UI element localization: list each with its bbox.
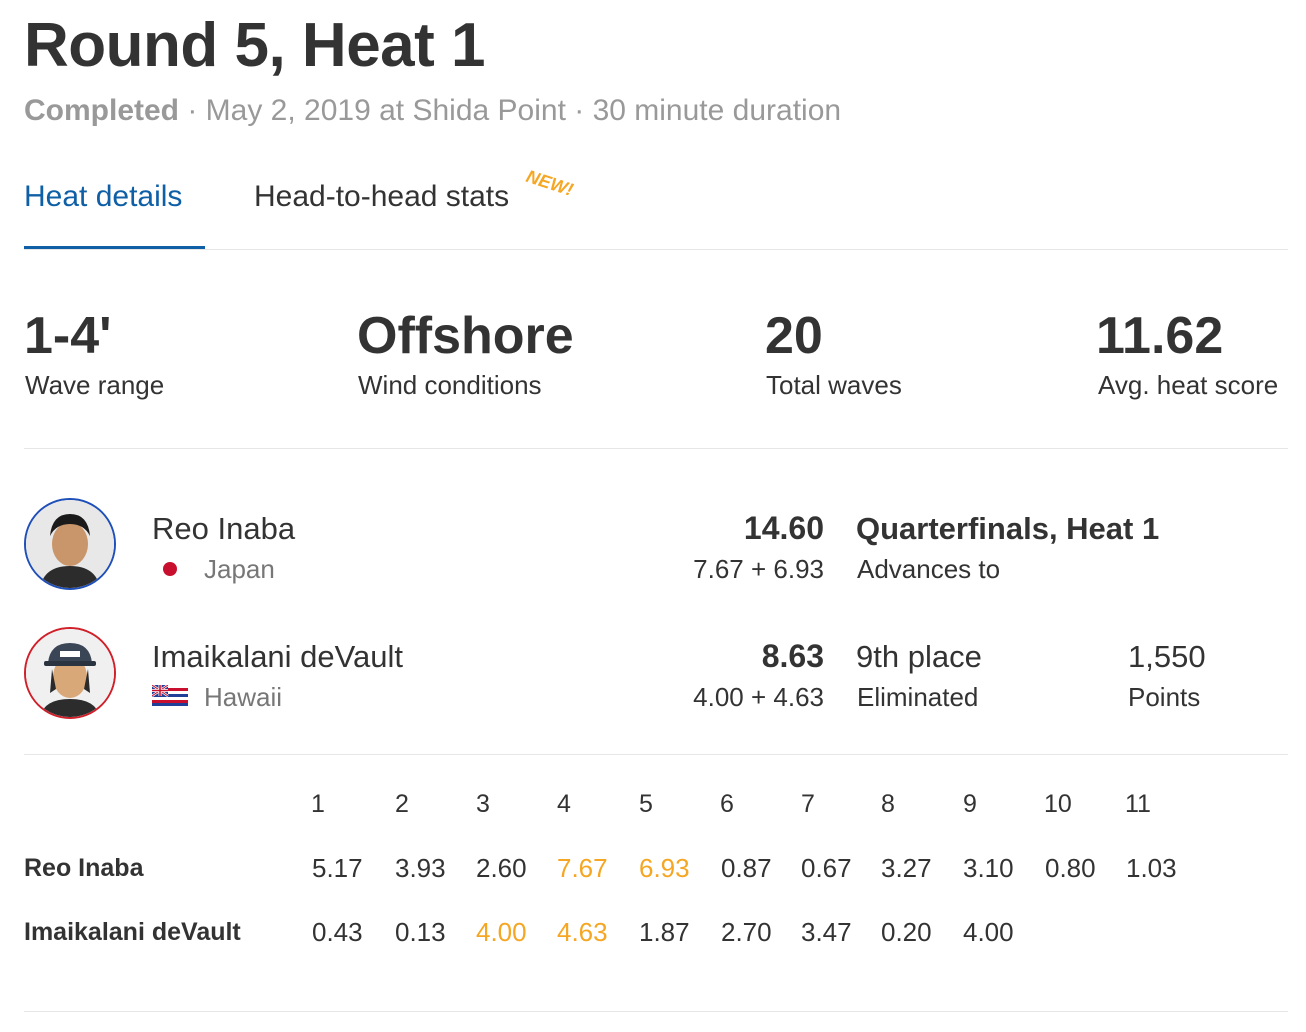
table-bottom-divider bbox=[24, 1011, 1288, 1012]
stat-total-waves-value: 20 bbox=[765, 307, 823, 365]
heat-subtitle: Completed · May 2, 2019 at Shida Point ·… bbox=[24, 94, 841, 128]
tabs-divider bbox=[24, 249, 1288, 250]
surfer-points-imaikalani-devault: 1,550 bbox=[1128, 639, 1206, 674]
stat-wave-range-value: 1-4' bbox=[24, 307, 112, 365]
surfer-name-reo-inaba[interactable]: Reo Inaba bbox=[152, 511, 296, 546]
wave-number-header: 9 bbox=[963, 790, 977, 818]
wave-score[interactable]: 3.10 bbox=[963, 853, 1014, 883]
surfer-breakdown-imaikalani-devault: 4.00 + 4.63 bbox=[693, 682, 824, 712]
wave-score[interactable]: 0.87 bbox=[721, 853, 772, 883]
surfer-result-reo-inaba[interactable]: Quarterfinals, Heat 1 bbox=[856, 511, 1160, 546]
wave-score[interactable]: 1.03 bbox=[1126, 853, 1177, 883]
avatar-imaikalani-devault[interactable] bbox=[24, 627, 116, 719]
wave-number-header: 6 bbox=[720, 790, 734, 818]
wave-score[interactable]: 2.70 bbox=[721, 917, 772, 947]
wave-score[interactable]: 0.43 bbox=[312, 917, 363, 947]
wave-number-header: 3 bbox=[476, 790, 490, 818]
avatar-reo-inaba[interactable] bbox=[24, 498, 116, 590]
tab-head-to-head-stats[interactable]: Head-to-head stats bbox=[254, 180, 510, 213]
surfer-points-label-imaikalani-devault: Points bbox=[1128, 682, 1201, 712]
heat-details: · May 2, 2019 at Shida Point · 30 minute… bbox=[179, 94, 842, 127]
heat-status: Completed bbox=[24, 94, 180, 127]
wave-number-header: 11 bbox=[1125, 790, 1151, 818]
wave-score[interactable]: 3.93 bbox=[395, 853, 446, 883]
wave-score[interactable]: 1.87 bbox=[639, 917, 690, 947]
surfer-total-reo-inaba: 14.60 bbox=[743, 510, 824, 546]
surfer-result-label-imaikalani-devault: Eliminated bbox=[857, 682, 979, 712]
wave-number-header: 4 bbox=[557, 790, 571, 818]
japan-flag-icon bbox=[163, 562, 177, 576]
surfer-name-imaikalani-devault[interactable]: Imaikalani deVault bbox=[152, 639, 404, 674]
wave-score[interactable]: 0.20 bbox=[881, 917, 932, 947]
stat-total-waves-label: Total waves bbox=[766, 370, 902, 400]
surfer-total-imaikalani-devault: 8.63 bbox=[761, 638, 824, 674]
tab-heat-details[interactable]: Heat details bbox=[24, 180, 183, 213]
wave-score[interactable]: 0.67 bbox=[801, 853, 852, 883]
wave-number-header: 8 bbox=[881, 790, 895, 818]
stat-avg-score-label: Avg. heat score bbox=[1098, 370, 1279, 400]
wave-number-header: 7 bbox=[801, 790, 815, 818]
stat-wind-label: Wind conditions bbox=[358, 370, 542, 400]
surfer-result-imaikalani-devault: 9th place bbox=[856, 639, 982, 674]
wave-row-label-reo-inaba: Reo Inaba bbox=[24, 854, 144, 882]
stat-wave-range-label: Wave range bbox=[25, 370, 165, 400]
wave-score-counted[interactable]: 4.63 bbox=[557, 917, 608, 947]
wave-score-counted[interactable]: 4.00 bbox=[476, 917, 527, 947]
wave-score[interactable]: 3.47 bbox=[801, 917, 852, 947]
wave-score[interactable]: 3.27 bbox=[881, 853, 932, 883]
wave-score[interactable]: 2.60 bbox=[476, 853, 527, 883]
wave-row-label-imaikalani-devault: Imaikalani deVault bbox=[24, 918, 241, 946]
wave-score[interactable]: 0.13 bbox=[395, 917, 446, 947]
surfers-divider bbox=[24, 754, 1288, 755]
wave-score[interactable]: 0.80 bbox=[1045, 853, 1096, 883]
stat-wind-value: Offshore bbox=[357, 307, 574, 365]
wave-number-header: 2 bbox=[395, 790, 409, 818]
active-tab-indicator bbox=[24, 246, 205, 249]
surfer-breakdown-reo-inaba: 7.67 + 6.93 bbox=[693, 554, 824, 584]
wave-score[interactable]: 4.00 bbox=[963, 917, 1014, 947]
surfer-country-imaikalani-devault: Hawaii bbox=[204, 682, 283, 712]
heat-title: Round 5, Heat 1 bbox=[24, 11, 486, 80]
wave-number-header: 1 bbox=[311, 790, 325, 818]
surfer-result-label-reo-inaba: Advances to bbox=[857, 554, 1001, 584]
hawaii-flag-icon bbox=[151, 684, 188, 708]
wave-score[interactable]: 5.17 bbox=[312, 853, 363, 883]
wave-score-counted[interactable]: 6.93 bbox=[639, 853, 690, 883]
wave-number-header: 5 bbox=[639, 790, 653, 818]
stat-avg-score-value: 11.62 bbox=[1096, 307, 1224, 365]
wave-number-header: 10 bbox=[1044, 790, 1072, 818]
new-badge: NEW! bbox=[523, 166, 576, 200]
stats-divider bbox=[24, 448, 1288, 449]
surfer-country-reo-inaba: Japan bbox=[204, 554, 275, 584]
wave-score-counted[interactable]: 7.67 bbox=[557, 853, 608, 883]
